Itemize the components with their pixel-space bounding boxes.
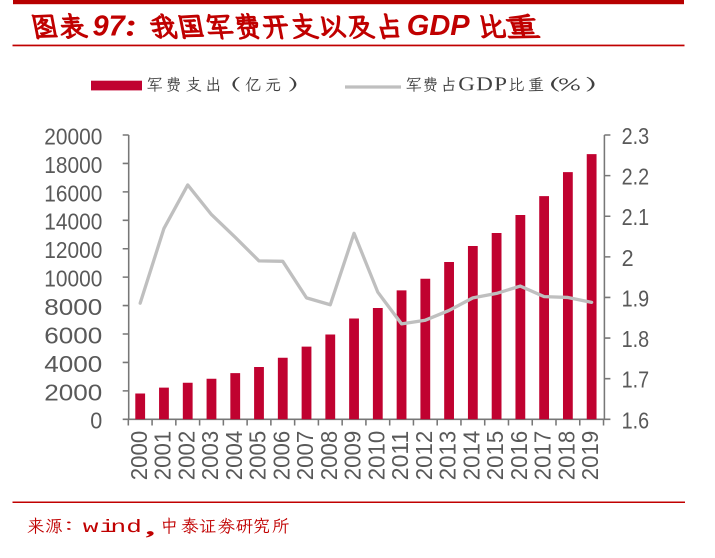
svg-text:2: 2 xyxy=(622,245,634,271)
svg-text:6000: 6000 xyxy=(44,322,102,348)
svg-text:2019: 2019 xyxy=(577,431,603,481)
svg-text:2013: 2013 xyxy=(435,431,461,481)
svg-text:2011: 2011 xyxy=(387,431,413,481)
svg-text:20000: 20000 xyxy=(44,123,102,149)
svg-text:18000: 18000 xyxy=(44,152,102,178)
svg-text:1.6: 1.6 xyxy=(622,407,650,433)
svg-text:1.9: 1.9 xyxy=(622,285,650,311)
svg-text:2007: 2007 xyxy=(292,431,318,481)
svg-text:2008: 2008 xyxy=(316,431,342,481)
svg-text:2001: 2001 xyxy=(150,431,176,481)
svg-text:4000: 4000 xyxy=(44,351,102,377)
svg-text:2005: 2005 xyxy=(245,431,271,481)
svg-text:2.1: 2.1 xyxy=(622,204,650,230)
svg-text:GDP: GDP xyxy=(407,10,471,42)
svg-text:2003: 2003 xyxy=(197,431,223,481)
svg-text:2018: 2018 xyxy=(553,431,579,481)
svg-text:1.7: 1.7 xyxy=(622,367,650,393)
svg-text:2004: 2004 xyxy=(221,431,247,481)
svg-text:2015: 2015 xyxy=(482,431,508,481)
svg-text:12000: 12000 xyxy=(44,237,102,263)
svg-text:2010: 2010 xyxy=(363,431,389,481)
svg-text:2.2: 2.2 xyxy=(622,164,650,190)
svg-text:16000: 16000 xyxy=(44,180,102,206)
svg-text:2002: 2002 xyxy=(173,431,199,481)
svg-text:2006: 2006 xyxy=(268,431,294,481)
svg-text:2009: 2009 xyxy=(340,431,366,481)
svg-text:2017: 2017 xyxy=(530,431,556,481)
svg-text:14000: 14000 xyxy=(44,209,102,235)
svg-text:1.8: 1.8 xyxy=(622,326,650,352)
svg-text:10000: 10000 xyxy=(44,266,102,292)
svg-text:2.3: 2.3 xyxy=(622,123,650,149)
svg-text:2016: 2016 xyxy=(506,431,532,481)
svg-text:2014: 2014 xyxy=(458,431,484,481)
svg-text:2000: 2000 xyxy=(126,431,152,481)
svg-text:2012: 2012 xyxy=(411,431,437,481)
svg-text:0: 0 xyxy=(90,408,102,434)
svg-text:8000: 8000 xyxy=(44,294,102,320)
svg-text:2000: 2000 xyxy=(44,379,102,405)
svg-text:97: 97 xyxy=(93,11,127,43)
